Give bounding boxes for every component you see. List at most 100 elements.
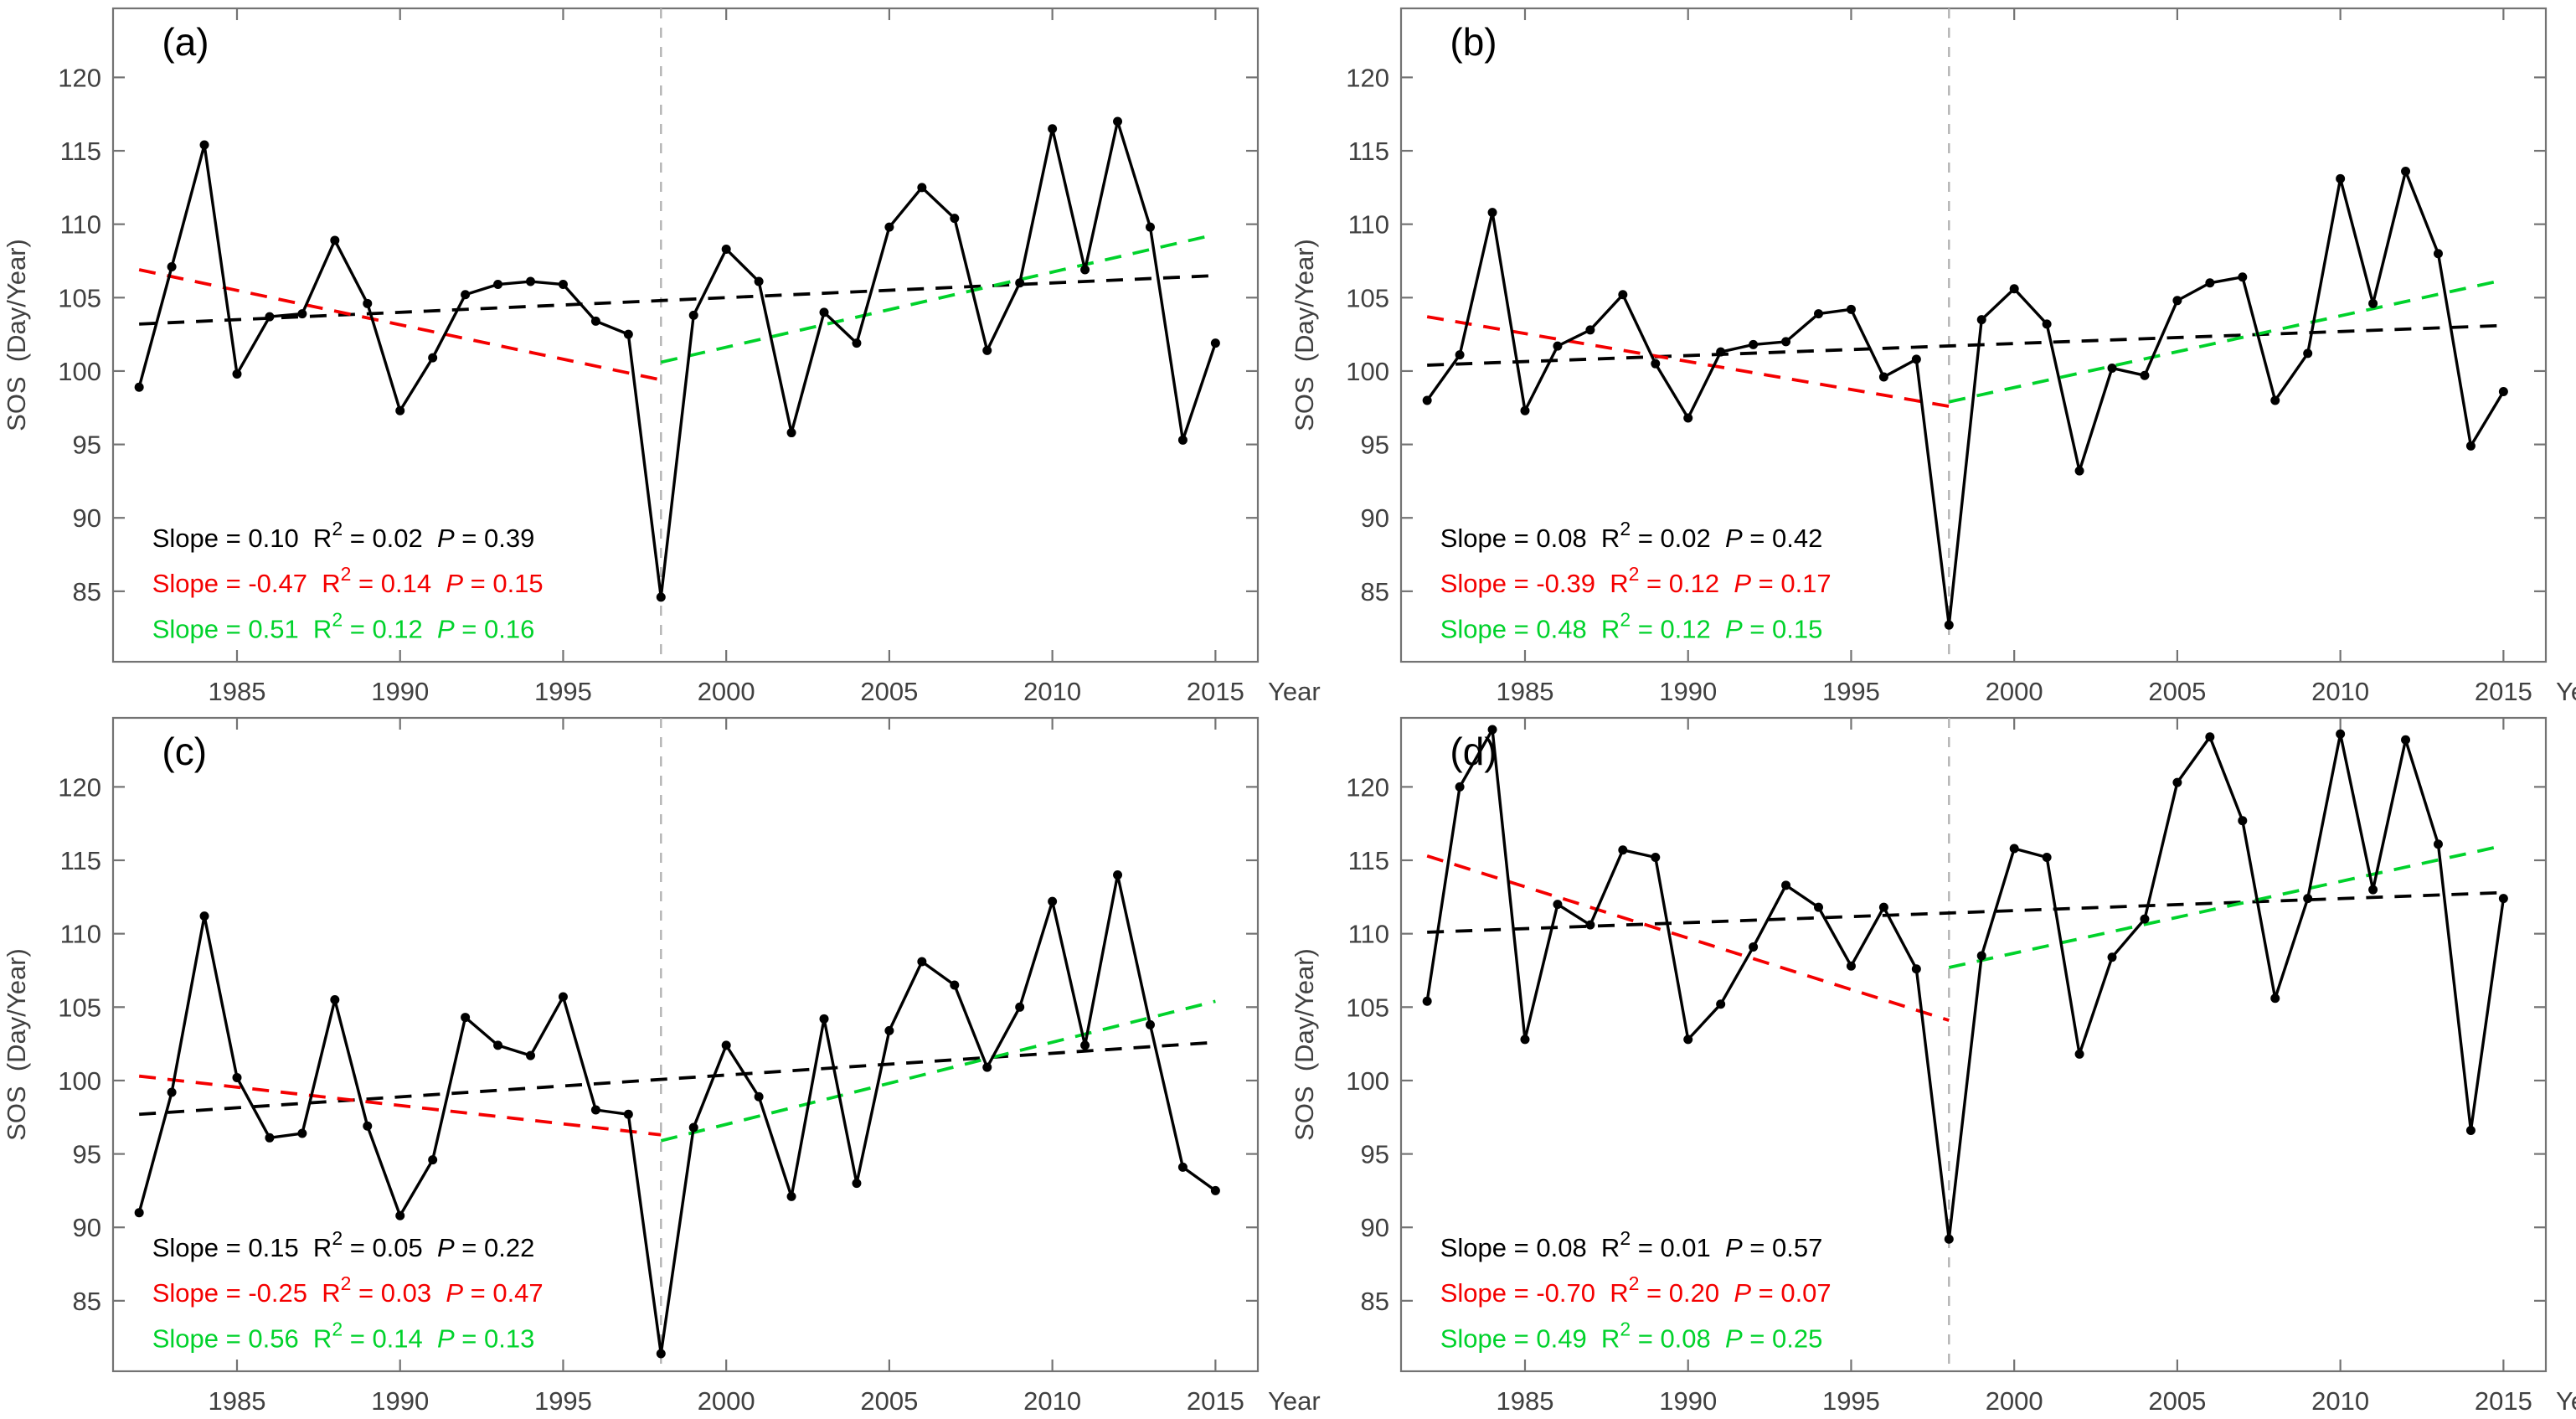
y-tick-label: 95 xyxy=(73,1140,101,1169)
stats-post-1998: Slope = 0.56 R2 = 0.14 P = 0.13 xyxy=(152,1318,535,1353)
trend-line-pre-1998 xyxy=(1426,315,1950,408)
y-tick-label: 105 xyxy=(1346,283,1389,312)
data-point xyxy=(2140,370,2150,380)
data-point xyxy=(2303,894,2313,904)
data-point xyxy=(754,276,764,286)
y-tick-label: 85 xyxy=(1361,1287,1389,1316)
x-tick-label: 2015 xyxy=(2475,1386,2532,1416)
x-tick-label: 1995 xyxy=(1822,677,1880,706)
stats-pre-1998: Slope = -0.47 R2 = 0.14 P = 0.15 xyxy=(152,563,544,598)
data-point xyxy=(2270,395,2280,405)
data-point xyxy=(232,1072,242,1082)
data-point xyxy=(721,244,731,254)
data-point xyxy=(167,261,177,271)
data-point xyxy=(526,1050,536,1060)
data-point xyxy=(1487,208,1497,218)
data-point xyxy=(199,911,209,921)
data-point xyxy=(363,298,373,308)
y-tick-label: 110 xyxy=(60,210,101,240)
data-point xyxy=(2074,1049,2084,1059)
data-point xyxy=(265,1133,275,1143)
plot-border xyxy=(111,716,1260,1373)
data-point xyxy=(428,1155,438,1165)
data-point xyxy=(2498,894,2508,904)
x-tick-label: 2010 xyxy=(2311,677,2369,706)
x-tick-label: 2005 xyxy=(2148,1386,2206,1416)
data-point xyxy=(1048,124,1058,134)
data-point xyxy=(1814,309,1824,319)
data-point xyxy=(2433,249,2443,259)
data-point xyxy=(1455,350,1465,360)
data-point xyxy=(1944,620,1954,630)
data-point xyxy=(2465,1126,2476,1136)
sos-series-line xyxy=(137,120,1218,599)
x-tick-label: 2000 xyxy=(698,1386,755,1416)
data-point xyxy=(461,290,471,300)
y-axis-title: SOS (Day/Year) xyxy=(1290,239,1319,431)
data-point xyxy=(1846,304,1856,314)
data-point xyxy=(1113,116,1123,126)
y-tick-label: 90 xyxy=(1361,503,1389,533)
data-point xyxy=(1749,942,1759,952)
data-point xyxy=(1976,315,1986,325)
y-tick-label: 90 xyxy=(73,1213,101,1242)
data-point xyxy=(1683,413,1693,423)
y-tick-label: 90 xyxy=(73,503,101,533)
data-point xyxy=(2205,278,2215,288)
data-point xyxy=(297,1128,307,1138)
data-point xyxy=(1716,347,1726,357)
data-point xyxy=(852,1179,862,1189)
y-tick-label: 100 xyxy=(1346,357,1389,386)
data-point xyxy=(363,1121,373,1131)
data-point xyxy=(1781,337,1791,347)
data-point xyxy=(1113,870,1123,880)
data-point xyxy=(819,1014,829,1024)
x-tick-label: 2010 xyxy=(2311,1386,2369,1416)
data-point xyxy=(1683,1035,1693,1045)
data-point xyxy=(1911,354,1921,364)
data-point xyxy=(2270,993,2280,1004)
trend-line-full-period xyxy=(1427,890,2504,934)
stats-post-1998: Slope = 0.49 R2 = 0.08 P = 0.25 xyxy=(1440,1318,1823,1353)
data-point xyxy=(2368,298,2378,308)
data-point xyxy=(2465,441,2476,451)
data-point xyxy=(1716,999,1726,1009)
data-point xyxy=(265,312,275,322)
x-tick-label: 2005 xyxy=(2148,677,2206,706)
y-tick-label: 110 xyxy=(1348,210,1389,240)
sos-chart-d: 1985 1990 1995 2000 2005 2010 2015 85 90 95 100 105… xyxy=(1290,716,2576,1416)
data-point xyxy=(1846,961,1856,971)
data-point xyxy=(2074,466,2084,476)
data-point xyxy=(1976,951,1986,961)
y-tick-label: 90 xyxy=(1361,1213,1389,1242)
data-point xyxy=(2172,777,2182,787)
plot-border xyxy=(111,7,1260,663)
trend-line-post-1998 xyxy=(660,233,1216,364)
stats-post-1998: Slope = 0.51 R2 = 0.12 P = 0.16 xyxy=(152,608,535,643)
y-axis-title: SOS (Day/Year) xyxy=(1290,948,1319,1141)
sos-chart-c: 1985 1990 1995 2000 2005 2010 2015 85 90 95 100 105… xyxy=(2,716,1321,1416)
data-point xyxy=(1520,405,1530,415)
data-point xyxy=(493,280,503,290)
data-point xyxy=(461,1013,471,1023)
panel-a: 1985 1990 1995 2000 2005 2010 2015 85 90 95 100 105… xyxy=(0,0,1321,710)
data-point xyxy=(1210,338,1220,348)
trend-line-full-period xyxy=(139,274,1216,326)
y-tick-label: 115 xyxy=(60,846,101,875)
y-tick-label: 120 xyxy=(58,63,101,92)
x-tick-label: 1990 xyxy=(371,677,429,706)
data-point xyxy=(950,214,960,224)
data-point xyxy=(2009,844,2019,854)
trend-line-post-1998 xyxy=(1948,278,2504,404)
data-point xyxy=(558,992,568,1002)
trend-line-post-1998 xyxy=(1948,844,2504,969)
panel-letter: (d) xyxy=(1450,730,1497,773)
data-point xyxy=(1944,1234,1954,1244)
y-tick-label: 115 xyxy=(1348,846,1389,875)
x-tick-label: 2015 xyxy=(2475,677,2532,706)
data-point xyxy=(1618,290,1628,300)
y-tick-label: 85 xyxy=(1361,577,1389,606)
data-point xyxy=(2401,167,2411,177)
data-point xyxy=(2336,173,2346,183)
panel-b: 1985 1990 1995 2000 2005 2010 2015 85 90 95 100 105… xyxy=(1288,0,2576,710)
